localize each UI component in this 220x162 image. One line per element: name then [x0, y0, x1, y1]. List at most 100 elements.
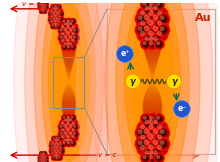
Circle shape [53, 8, 55, 10]
Ellipse shape [77, 0, 220, 162]
Circle shape [59, 17, 63, 22]
Polygon shape [62, 107, 75, 108]
Polygon shape [64, 118, 73, 120]
Circle shape [137, 128, 146, 138]
Circle shape [155, 7, 159, 11]
Circle shape [149, 37, 153, 40]
Circle shape [52, 23, 56, 26]
Circle shape [63, 141, 66, 145]
Circle shape [62, 39, 64, 41]
Circle shape [150, 116, 155, 121]
Circle shape [56, 12, 60, 16]
Circle shape [63, 28, 69, 34]
Circle shape [50, 149, 54, 153]
Polygon shape [62, 108, 75, 109]
Circle shape [148, 5, 156, 13]
Circle shape [153, 140, 158, 145]
Circle shape [145, 120, 149, 124]
Circle shape [50, 143, 55, 148]
Circle shape [52, 136, 56, 140]
Circle shape [154, 16, 160, 22]
Circle shape [57, 14, 62, 19]
Circle shape [53, 18, 59, 25]
Circle shape [65, 41, 72, 48]
Circle shape [74, 36, 77, 40]
Circle shape [51, 146, 55, 150]
Circle shape [55, 8, 56, 9]
Circle shape [61, 37, 63, 39]
Circle shape [41, 153, 42, 154]
Circle shape [51, 145, 53, 146]
Circle shape [138, 15, 145, 23]
Circle shape [56, 139, 57, 141]
Circle shape [55, 156, 59, 160]
Circle shape [117, 46, 133, 62]
Circle shape [74, 29, 77, 32]
Circle shape [70, 139, 72, 141]
Circle shape [153, 6, 161, 13]
Circle shape [68, 137, 75, 144]
Polygon shape [65, 64, 73, 65]
Circle shape [42, 154, 44, 155]
Circle shape [148, 1, 156, 9]
Circle shape [44, 155, 47, 158]
Circle shape [143, 116, 146, 119]
Circle shape [157, 116, 161, 121]
Circle shape [41, 0, 46, 4]
Circle shape [45, 0, 47, 2]
Circle shape [60, 18, 61, 20]
Circle shape [60, 29, 62, 31]
Circle shape [59, 12, 62, 16]
Polygon shape [62, 102, 75, 103]
Circle shape [144, 15, 152, 23]
Circle shape [58, 151, 63, 156]
Circle shape [72, 129, 75, 132]
Circle shape [67, 142, 70, 145]
Circle shape [64, 36, 68, 40]
Circle shape [52, 12, 60, 21]
Circle shape [70, 43, 72, 45]
Circle shape [45, 157, 48, 160]
Circle shape [50, 9, 55, 14]
Circle shape [45, 161, 48, 162]
Circle shape [149, 151, 156, 157]
Circle shape [69, 42, 74, 46]
Ellipse shape [36, 0, 102, 162]
Circle shape [148, 115, 156, 123]
Circle shape [41, 8, 45, 12]
Circle shape [39, 2, 41, 4]
Circle shape [70, 29, 73, 32]
Circle shape [167, 74, 181, 89]
Circle shape [150, 117, 154, 121]
Circle shape [53, 13, 59, 20]
Circle shape [55, 142, 59, 145]
Circle shape [67, 139, 69, 141]
Circle shape [42, 7, 44, 10]
Polygon shape [64, 62, 73, 63]
Circle shape [38, 3, 43, 7]
Circle shape [141, 23, 155, 37]
Circle shape [52, 12, 56, 16]
Circle shape [160, 26, 167, 34]
Circle shape [56, 155, 58, 157]
Circle shape [157, 116, 160, 119]
Circle shape [54, 5, 58, 9]
Polygon shape [148, 129, 157, 131]
Circle shape [64, 119, 68, 122]
Circle shape [68, 131, 75, 138]
Polygon shape [144, 114, 161, 116]
Circle shape [64, 22, 68, 27]
Circle shape [71, 135, 77, 140]
Circle shape [148, 114, 157, 123]
Circle shape [55, 151, 59, 156]
Ellipse shape [105, 0, 200, 162]
Circle shape [65, 31, 72, 38]
Circle shape [57, 18, 59, 21]
Circle shape [62, 136, 65, 139]
Circle shape [64, 28, 66, 31]
Circle shape [141, 11, 145, 15]
Circle shape [59, 137, 61, 139]
Circle shape [66, 42, 71, 47]
Circle shape [65, 134, 72, 141]
Circle shape [55, 5, 57, 8]
